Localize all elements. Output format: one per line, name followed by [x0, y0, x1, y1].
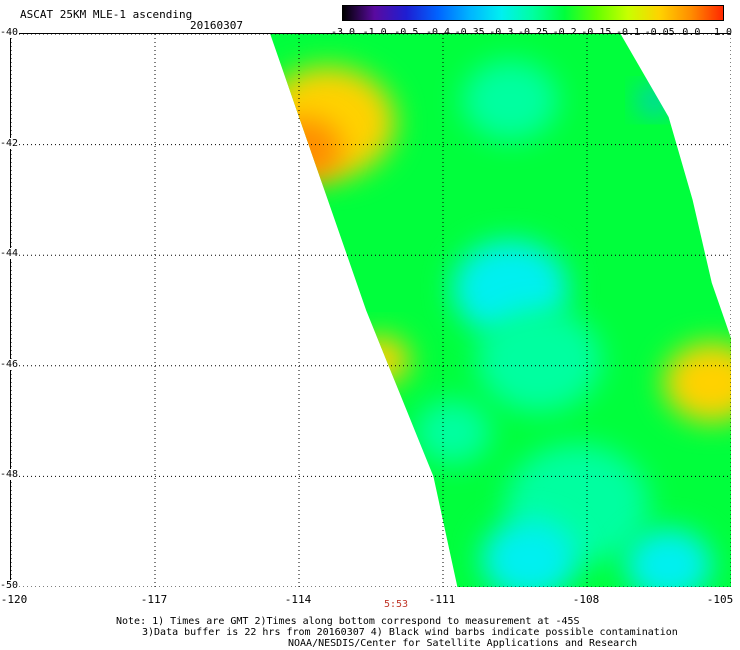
- x-tick-label: -117: [140, 593, 168, 606]
- field-blob: [481, 519, 578, 587]
- field-blob: [625, 528, 712, 587]
- y-tick-label: -44: [0, 248, 20, 260]
- note-line-2: 3)Data buffer is 22 hrs from 20160307 4)…: [142, 627, 678, 638]
- field-blob: [351, 336, 410, 385]
- x-tick-label: -108: [572, 593, 600, 606]
- colorbar-label: -0.25: [517, 27, 549, 38]
- field-blob: [462, 60, 559, 141]
- field-blob: [476, 308, 602, 413]
- field-blob: [270, 118, 343, 183]
- swath-map: [10, 33, 732, 588]
- y-tick-label: -50: [0, 580, 20, 591]
- colorbar-label: -0.1: [615, 27, 641, 38]
- x-tick-label: -111: [428, 593, 456, 606]
- colorbar-label: 0.0: [682, 27, 701, 38]
- time-label: 5:53: [384, 599, 409, 610]
- note-line-3: NOAA/NESDIS/Center for Satellite Applica…: [288, 638, 638, 649]
- colorbar-label: -0.3: [489, 27, 514, 38]
- colorbar-label: -0.5: [394, 27, 419, 38]
- plot-area: [10, 33, 732, 588]
- y-tick-label: -48: [0, 469, 20, 481]
- map-date: 20160307: [190, 19, 243, 32]
- field-blob: [663, 342, 731, 423]
- colorbar-label: -1.0: [362, 27, 387, 38]
- colorbar-label: -0.2: [552, 27, 577, 38]
- map-title: ASCAT 25KM MLE-1 ascending: [20, 8, 193, 21]
- note-line-1: Note: 1) Times are GMT 2)Times along bot…: [116, 616, 580, 627]
- x-tick-label: -114: [284, 593, 312, 606]
- colorbar-label: 1.0: [713, 27, 733, 38]
- colorbar-label: -0.4: [425, 27, 451, 38]
- colorbar: [342, 5, 724, 21]
- y-tick-label: -40: [0, 27, 20, 38]
- field-blob: [639, 88, 669, 113]
- colorbar-label: -3.0: [330, 27, 356, 38]
- colorbar-label: -0.15: [581, 27, 612, 38]
- x-tick-label: -105: [706, 593, 734, 606]
- field-blob: [414, 400, 491, 465]
- x-tick-label: -120: [0, 593, 28, 606]
- swath-field: [270, 34, 731, 587]
- y-tick-label: -46: [0, 358, 20, 370]
- colorbar-label: -0.05: [644, 27, 675, 38]
- colorbar-label: -0.35: [454, 27, 485, 38]
- y-tick-label: -42: [0, 137, 20, 149]
